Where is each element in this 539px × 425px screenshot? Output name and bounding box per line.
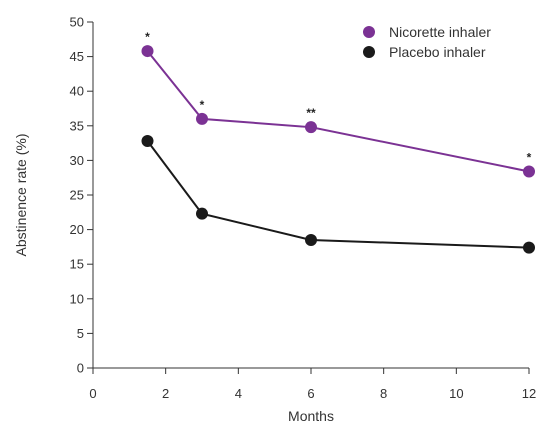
y-tick-label: 35 (70, 118, 84, 133)
y-tick-label: 30 (70, 153, 84, 168)
x-tick-label: 6 (307, 386, 314, 401)
x-axis-label: Months (288, 408, 334, 424)
x-tick-label: 10 (449, 386, 463, 401)
x-tick-label: 8 (380, 386, 387, 401)
data-point (523, 165, 535, 178)
x-tick-label: 0 (89, 386, 96, 401)
data-point (305, 121, 317, 134)
significance-annotation: * (527, 150, 532, 164)
series-line (146, 140, 530, 249)
x-ticks: 0 2 4 6 8 10 12 (89, 368, 536, 401)
legend-label-nicorette: Nicorette inhaler (389, 24, 491, 40)
significance-annotation: * (145, 30, 150, 44)
y-tick-label: 45 (70, 49, 84, 64)
y-ticks: 0 5 10 15 20 25 30 35 40 45 50 (70, 15, 93, 376)
data-point (141, 45, 154, 58)
y-axis-label: Abstinence rate (%) (13, 134, 29, 257)
legend-label-placebo: Placebo inhaler (389, 44, 486, 60)
legend: Nicorette inhaler Placebo inhaler (363, 24, 491, 60)
x-tick-label: 2 (162, 386, 169, 401)
series-line (146, 50, 530, 173)
x-tick-label: 4 (235, 386, 242, 401)
data-point (196, 112, 208, 125)
series-1 (141, 135, 535, 254)
y-tick-label: 40 (70, 84, 84, 99)
y-tick-label: 50 (70, 15, 84, 30)
y-tick-label: 15 (70, 257, 84, 272)
significance-annotation: * (200, 98, 205, 112)
x-tick-label: 12 (522, 386, 536, 401)
y-tick-label: 25 (70, 188, 84, 203)
data-point (141, 135, 154, 148)
y-tick-label: 5 (77, 326, 84, 341)
legend-marker-nicorette (363, 26, 375, 38)
y-tick-label: 10 (70, 291, 84, 306)
significance-annotation: ** (306, 106, 316, 120)
y-tick-label: 20 (70, 222, 84, 237)
data-point (196, 207, 208, 220)
data-point (305, 233, 317, 246)
series-layer: ***** (141, 30, 535, 254)
axes: 0 5 10 15 20 25 30 35 40 45 50 0 2 4 6 8 10 12 (70, 15, 537, 402)
data-point (523, 241, 535, 254)
series-0: ***** (141, 30, 535, 178)
y-tick-label: 0 (77, 361, 84, 376)
legend-marker-placebo (363, 46, 375, 58)
